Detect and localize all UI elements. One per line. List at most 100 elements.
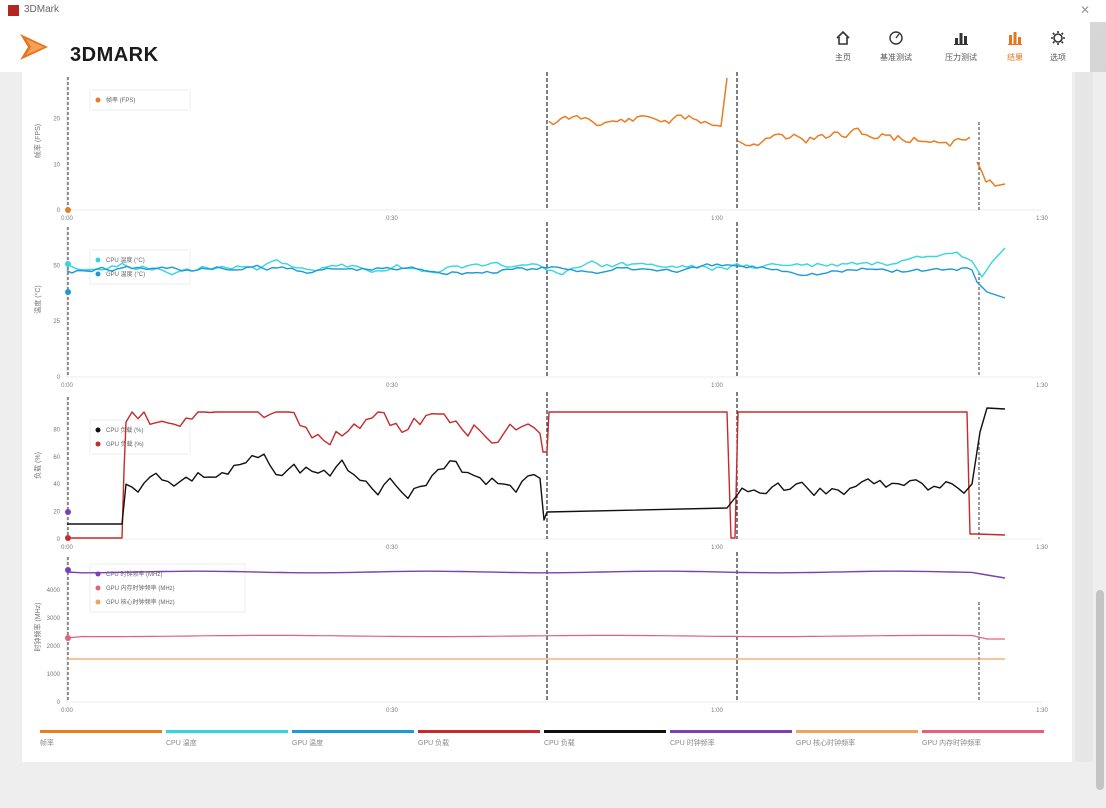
cpu-temp-start-point: [65, 261, 71, 267]
cpu-temp-series-line: [66, 247, 1006, 278]
bottom-legend-bar: [544, 730, 666, 733]
chart-2-legend-label: CPU 温度 (°C): [106, 256, 145, 264]
brand-name: 3DMARK: [70, 44, 159, 66]
gear-icon: [1051, 31, 1065, 45]
cpu-clock-start-point: [65, 567, 71, 573]
chart-4-x-tick: 1:30: [1036, 708, 1048, 714]
logo-wings-icon: [20, 34, 48, 60]
chart-4-y-tick: 1000: [47, 672, 61, 678]
chart-1-x-tick: 0:00: [61, 216, 73, 222]
fps-series-line-segment-2: [737, 127, 971, 147]
chart-2-x-tick: 1:30: [1036, 383, 1048, 389]
chart-3-x-tick: 0:00: [61, 545, 73, 551]
chart-4-y-tick: 0: [57, 700, 61, 706]
bottom-legend-label: CPU 时钟频率: [670, 738, 715, 747]
bottom-legend-bar: [418, 730, 540, 733]
chart-3-legend-swatch: [95, 441, 101, 447]
chart-3-y-tick: 60: [53, 455, 60, 461]
chart-3-y-tick: 80: [53, 427, 60, 433]
gpu-temp-series-line: [66, 263, 1006, 299]
chart-1-x-tick: 0:30: [386, 216, 398, 222]
chart-3-x-tick: 0:30: [386, 545, 398, 551]
chart-4-legend-label: GPU 核心时钟频率 (MHz): [106, 598, 175, 606]
nav-home-label: 主页: [835, 53, 851, 62]
fps-series-line-segment-3: [976, 161, 1006, 187]
nav-stress-tests[interactable]: 压力测试: [943, 30, 979, 70]
chart-3-legend-label: CPU 负载 (%): [106, 426, 143, 434]
bottom-legend-label: GPU 温度: [292, 738, 323, 747]
bottom-legend-bar: [292, 730, 414, 733]
chart-2-x-tick: 0:30: [386, 383, 398, 389]
nav-benchmarks[interactable]: 基准测试: [878, 30, 914, 70]
chart-4-y-tick: 4000: [47, 588, 61, 594]
cpu-load-series-line: [67, 407, 1006, 525]
bar-chart-icon: [954, 33, 968, 45]
gpu-temp-start-point: [65, 289, 71, 295]
chart-1-y-tick: 20: [53, 117, 60, 123]
chart-4-legend-label: CPU 时钟频率 (MHz): [106, 570, 162, 578]
cpu-clock-series-line: [66, 570, 1006, 579]
nav-benchmarks-label: 基准测试: [880, 53, 912, 62]
nav-results-label: 结果: [1007, 53, 1023, 62]
chart-3-legend-swatch: [95, 427, 101, 433]
gpu-load-series-line: [67, 411, 1006, 539]
fps-series-line-segment-1: [548, 77, 728, 127]
chart-2-y-tick: 50: [53, 263, 60, 269]
chart-4-x-tick: 0:30: [386, 708, 398, 714]
chart-1-y-label: 帧率 (FPS): [33, 124, 42, 158]
gpu-load-start-point: [65, 535, 71, 541]
chart-3-legend-box: [89, 419, 191, 455]
chart-2-legend-swatch: [95, 271, 101, 277]
nav-results[interactable]: 结果: [997, 30, 1033, 70]
chart-4-x-tick: 0:00: [61, 708, 73, 714]
chart-2-x-tick: 1:00: [711, 383, 723, 389]
nav-home[interactable]: 主页: [825, 30, 861, 70]
app-icon: [8, 5, 19, 16]
chart-3-y-tick: 40: [53, 482, 60, 488]
chart-1-legend-box: [89, 89, 191, 111]
chart-4-legend-swatch: [95, 585, 101, 591]
home-icon: [836, 30, 850, 45]
bottom-legend-label: CPU 负载: [544, 738, 575, 747]
cpu-load-start-point: [65, 509, 71, 515]
chart-1-legend-label: 帧率 (FPS): [106, 96, 135, 104]
fps-series-start-point: [65, 207, 71, 213]
monitoring-charts: 帧率 (FPS) 0 10 20 0:00 0:30 1:00 1:30 帧率 (FPS) 温度 …: [33, 72, 1048, 747]
speedometer-icon: [889, 31, 903, 45]
chart-3-y-tick: 20: [53, 510, 60, 516]
chart-4-y-label: 时钟频率 (MHz): [33, 603, 42, 652]
chart-1-y-tick: 0: [57, 208, 61, 214]
chart-4-y-tick: 2000: [47, 644, 61, 650]
close-icon[interactable]: ✕: [1080, 3, 1091, 17]
chart-4-y-tick: 3000: [47, 616, 61, 622]
bottom-legend-label: GPU 核心时钟频率: [796, 738, 855, 747]
chart-4-legend-label: GPU 内存时钟频率 (MHz): [106, 584, 175, 592]
nav-options[interactable]: 选项: [1040, 30, 1076, 70]
bottom-legend-bar: [40, 730, 162, 733]
chart-1-legend-swatch: [95, 97, 101, 103]
bottom-legend-label: GPU 负载: [418, 738, 449, 747]
app-header: 3DMARK 主页 基准测试 压力测试: [0, 22, 1090, 72]
bottom-legend-label: 帧率: [40, 738, 54, 747]
bottom-legend-bar: [922, 730, 1044, 733]
nav-options-label: 选项: [1050, 53, 1066, 62]
monitoring-panel: 帧率 (FPS) 0 10 20 0:00 0:30 1:00 1:30 帧率 (FPS) 温度 …: [22, 72, 1072, 762]
chart-2-y-tick: 25: [53, 319, 60, 325]
gpu-memory-clock-start-point: [65, 635, 71, 641]
scrollbar-thumb[interactable]: [1096, 590, 1104, 790]
brand-logo[interactable]: 3DMARK: [18, 30, 178, 66]
scrollbar-track[interactable]: [1075, 72, 1093, 762]
chart-1-x-tick: 1:30: [1036, 216, 1048, 222]
bottom-legend-bar: [670, 730, 792, 733]
chart-2-x-tick: 0:00: [61, 383, 73, 389]
chart-2-y-label: 温度 (°C): [33, 285, 42, 313]
bottom-legend-bar: [166, 730, 288, 733]
results-chart-icon: [1008, 32, 1022, 45]
chart-4-x-tick: 1:00: [711, 708, 723, 714]
chart-2-legend-label: GPU 温度 (°C): [106, 270, 145, 278]
nav-stress-tests-label: 压力测试: [945, 53, 977, 62]
chart-3-y-label: 负载 (%): [33, 452, 42, 479]
window-title: 3DMark: [24, 4, 60, 15]
chart-2-y-tick: 0: [57, 375, 61, 381]
chart-2-legend-swatch: [95, 257, 101, 263]
